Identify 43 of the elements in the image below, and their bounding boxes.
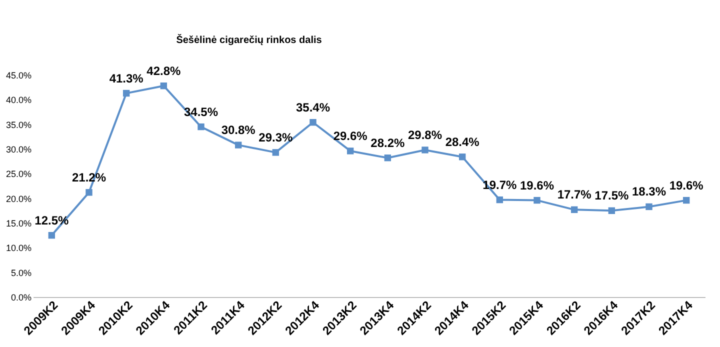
point: [160, 82, 168, 90]
data-label: 42.8%: [146, 64, 182, 78]
y-tick-label: 30.0%: [6, 144, 32, 154]
point: [198, 123, 204, 130]
data-label: 19.6%: [669, 178, 704, 192]
point: [234, 142, 242, 148]
point: [534, 196, 540, 204]
data-label: 18.3%: [632, 184, 666, 199]
data-label: 17.7%: [557, 188, 592, 202]
point: [48, 232, 56, 239]
y-tick-label: 10.0%: [6, 243, 32, 254]
point: [570, 206, 578, 214]
y-tick-label: 45.0%: [6, 70, 32, 80]
point: [458, 154, 466, 160]
chart-title: Šešėlinė cigarečių rinkos dalis: [176, 34, 322, 46]
point: [422, 146, 428, 154]
point: [496, 196, 504, 204]
point: [86, 189, 92, 196]
point: [608, 207, 616, 214]
point: [384, 154, 392, 162]
point: [682, 196, 690, 204]
data-label: 30.8%: [221, 123, 256, 138]
data-label: 17.5%: [594, 188, 630, 203]
point: [310, 119, 316, 126]
data-label: 29.3%: [258, 130, 294, 144]
y-tick-label: 40.0%: [6, 95, 32, 106]
point: [272, 149, 280, 156]
y-tick-label: 5.0%: [10, 268, 32, 278]
data-label: 29.6%: [333, 128, 368, 143]
point: [346, 148, 354, 154]
y-tick-label: 35.0%: [6, 120, 32, 130]
y-tick-label: 20.0%: [6, 194, 32, 204]
data-label: 29.8%: [408, 128, 442, 142]
y-tick-label: 0.0%: [10, 292, 32, 302]
y-tick-label: 15.0%: [6, 218, 32, 228]
y-tick-label: 25.0%: [6, 169, 32, 180]
data-label: 28.4%: [445, 134, 480, 149]
point: [122, 90, 130, 97]
data-label: 35.4%: [296, 100, 330, 114]
data-label: 19.6%: [520, 178, 554, 192]
point: [646, 203, 652, 210]
data-label: 41.3%: [109, 71, 144, 86]
data-label: 28.2%: [370, 136, 406, 150]
